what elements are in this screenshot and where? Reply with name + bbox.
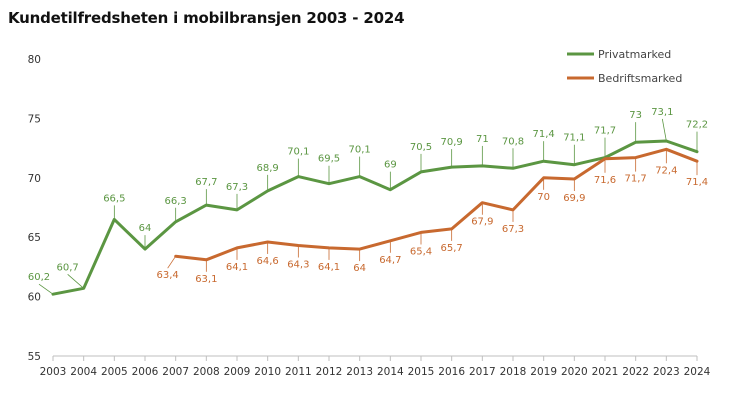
x-tick-label: 2017: [469, 366, 496, 378]
x-tick-label: 2024: [684, 366, 711, 378]
x-tick-label: 2008: [193, 366, 220, 378]
y-tick-label: 65: [28, 232, 41, 244]
data-label: 67,3: [226, 182, 248, 193]
data-label: 64,1: [226, 262, 248, 273]
data-label: 70,1: [287, 147, 309, 158]
data-label: 69,5: [318, 154, 340, 165]
data-label: 65,4: [410, 246, 432, 257]
x-tick-label: 2004: [70, 366, 97, 378]
x-tick-label: 2020: [561, 366, 588, 378]
data-label: 72,2: [686, 120, 708, 131]
data-label: 63,1: [195, 274, 217, 285]
data-label: 69,9: [563, 193, 585, 204]
data-label: 66,5: [103, 193, 125, 204]
data-label: 70: [537, 192, 550, 203]
x-tick-label: 2011: [285, 366, 312, 378]
data-label: 68,9: [257, 163, 279, 174]
data-label: 73: [629, 110, 642, 121]
data-label: 70,1: [349, 145, 371, 156]
data-label: 64,7: [379, 255, 401, 266]
x-tick-label: 2003: [40, 366, 67, 378]
data-label: 73,1: [651, 107, 673, 118]
data-label: 71,4: [686, 177, 708, 188]
x-tick-label: 2016: [438, 366, 465, 378]
data-label: 71: [476, 134, 489, 145]
y-tick-label: 80: [28, 54, 41, 66]
x-tick-label: 2010: [254, 366, 281, 378]
y-tick-label: 55: [28, 351, 41, 363]
x-tick-label: 2009: [224, 366, 251, 378]
data-label: 69: [384, 160, 397, 171]
data-label: 72,4: [655, 165, 677, 176]
data-label-leader: [67, 273, 84, 289]
data-label: 65,7: [441, 243, 463, 254]
x-tick-label: 2018: [500, 366, 527, 378]
x-tick-label: 2019: [530, 366, 557, 378]
data-label: 71,6: [594, 175, 616, 186]
legend-label: Privatmarked: [598, 48, 671, 61]
data-label: 67,9: [471, 217, 493, 228]
data-label-leader: [38, 283, 54, 295]
x-tick-label: 2007: [162, 366, 189, 378]
legend-label: Bedriftsmarked: [598, 72, 682, 85]
x-tick-label: 2022: [622, 366, 649, 378]
series-line-bedriftsmarked: [174, 147, 699, 262]
data-label: 67,7: [195, 177, 217, 188]
data-label-leader: [167, 255, 176, 269]
x-tick-label: 2014: [377, 366, 404, 378]
data-label: 71,1: [563, 133, 585, 144]
data-label: 64: [139, 223, 152, 234]
x-tick-label: 2006: [132, 366, 159, 378]
x-tick-label: 2023: [653, 366, 680, 378]
chart-title: Kundetilfredsheten i mobilbransjen 2003 …: [8, 9, 405, 27]
data-label: 71,4: [533, 129, 555, 140]
x-tick-label: 2021: [592, 366, 619, 378]
data-label: 60,7: [57, 262, 79, 273]
data-label-leader: [661, 118, 667, 142]
data-label: 70,8: [502, 136, 524, 147]
data-label: 64,3: [287, 260, 309, 271]
data-label: 60,2: [28, 272, 50, 283]
data-label: 71,7: [625, 174, 647, 185]
data-label: 70,9: [441, 137, 463, 148]
y-tick-label: 60: [28, 292, 41, 304]
series-line-privatmarked: [51, 139, 699, 296]
data-label: 70,5: [410, 142, 432, 153]
data-label: 64,1: [318, 262, 340, 273]
data-label: 64: [353, 263, 366, 274]
y-tick-label: 70: [28, 173, 41, 185]
data-label: 67,3: [502, 224, 524, 235]
x-tick-label: 2013: [346, 366, 373, 378]
x-tick-label: 2012: [316, 366, 343, 378]
data-label: 71,7: [594, 126, 616, 137]
data-label: 63,4: [157, 270, 179, 281]
data-label: 66,3: [165, 196, 187, 207]
x-tick-label: 2005: [101, 366, 128, 378]
data-label: 64,6: [257, 256, 279, 267]
y-tick-label: 75: [28, 113, 41, 125]
x-tick-label: 2015: [408, 366, 435, 378]
